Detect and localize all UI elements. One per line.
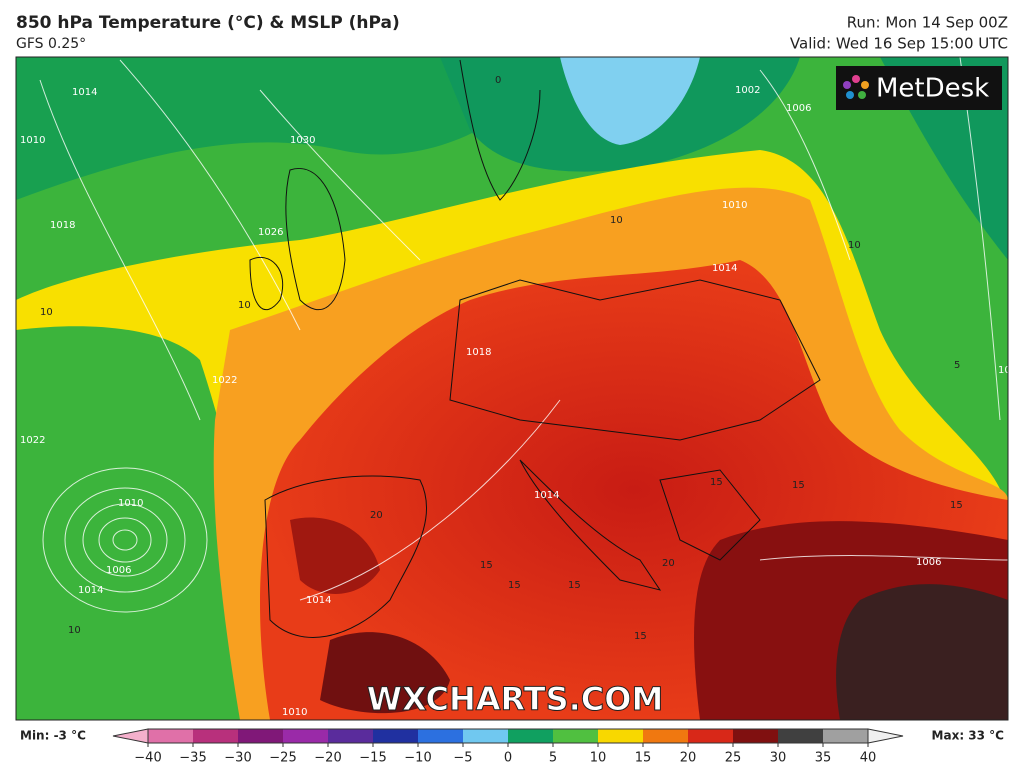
temp-label: 10	[68, 625, 81, 636]
isobars	[39, 57, 1008, 613]
colorbar-tick-label: −5	[453, 751, 472, 766]
temp-label: 10	[40, 307, 53, 318]
isobar-label: 1006	[106, 565, 131, 576]
isobar-label: 1002	[735, 85, 760, 96]
isobar-label: 1010	[282, 707, 307, 718]
temp-label: 15	[508, 580, 521, 591]
temp-label: 15	[950, 500, 963, 511]
isobar-label: 1022	[212, 375, 237, 386]
isobar-label: 1006	[786, 103, 811, 114]
isobar-label: 1014	[306, 595, 331, 606]
temp-label: 0	[495, 75, 501, 86]
colorbar-tick-label: −40	[134, 751, 161, 766]
min-label: Min: -3 °C	[20, 729, 86, 743]
title: 850 hPa Temperature (°C) & MSLP (hPa)	[16, 13, 400, 33]
colorbar: −40 −35 −30 −25 −20 −15 −10 −5 0 5 10 15 20 25 30 35 40	[112, 728, 904, 766]
borders	[249, 59, 821, 638]
temp-label: 15	[792, 480, 805, 491]
temp-label: 15	[480, 560, 493, 571]
isobar-label: 1014	[534, 490, 559, 501]
colorbar-tick-label: 30	[770, 751, 787, 766]
colorbar-segment	[418, 729, 464, 743]
isobar-label: 1014	[72, 87, 97, 98]
colorbar-segment	[733, 729, 779, 743]
colorbar-segment	[238, 729, 284, 743]
colorbar-segment	[148, 729, 194, 743]
temp-field	[836, 584, 1008, 720]
isobar-label: 1014	[712, 263, 737, 274]
colorbar-segment	[688, 729, 734, 743]
valid-time: Valid: Wed 16 Sep 15:00 UTC	[790, 35, 1008, 53]
colorbar-segment	[643, 729, 689, 743]
colorbar-tick-label: −25	[269, 751, 296, 766]
max-label: Max: 33 °C	[932, 729, 1005, 743]
temp-label: 15	[634, 631, 647, 642]
colorbar-segment	[373, 729, 419, 743]
isobar-label: 1030	[290, 135, 315, 146]
brand-logo	[843, 75, 869, 99]
colorbar-tick-label: 20	[680, 751, 697, 766]
colorbar-tick-label: −20	[314, 751, 341, 766]
colorbar-segment	[553, 729, 599, 743]
isobar-label: 1022	[20, 435, 45, 446]
temp-field	[290, 517, 380, 594]
temp-label: 5	[954, 360, 960, 371]
colorbar-tick-label: −15	[359, 751, 386, 766]
temp-label: 15	[710, 477, 723, 488]
colorbar-segment	[328, 729, 374, 743]
temp-label: 15	[568, 580, 581, 591]
colorbar-tick-label: 10	[590, 751, 607, 766]
isobar-label: 1018	[998, 365, 1023, 376]
isobar-label: 1014	[78, 585, 103, 596]
colorbar-segment	[283, 729, 329, 743]
temp-label: 20	[662, 558, 675, 569]
colorbar-segment	[463, 729, 509, 743]
temp-label: 10	[238, 300, 251, 311]
map: 1014 1030 1018 1026 1010 1022 1010 1006 …	[16, 57, 1023, 720]
temp-field	[560, 57, 700, 145]
watermark: WXCHARTS.COM	[367, 680, 664, 718]
colorbar-segment	[598, 729, 644, 743]
temp-label: 20	[370, 510, 383, 521]
colorbar-segment	[193, 729, 239, 743]
colorbar-tick-label: 40	[860, 751, 877, 766]
temp-field	[16, 57, 560, 200]
isobar-label: 1026	[258, 227, 283, 238]
colorbar-tick-label: 15	[635, 751, 652, 766]
colorbar-tick-label: −35	[179, 751, 206, 766]
temp-label: 10	[848, 240, 861, 251]
subtitle: GFS 0.25°	[16, 36, 86, 52]
colorbar-tick-label: −30	[224, 751, 251, 766]
temp-field	[320, 632, 450, 714]
brand: MetDesk	[876, 74, 989, 104]
temp-label: 10	[610, 215, 623, 226]
colorbar-tick-label: 35	[815, 751, 832, 766]
run-time: Run: Mon 14 Sep 00Z	[847, 14, 1008, 32]
map-frame	[15, 56, 1009, 721]
colorbar-segment	[823, 729, 869, 743]
colorbar-tick-label: 25	[725, 751, 742, 766]
isobar-label: 1010	[20, 135, 45, 146]
isobar-label: 1010	[118, 498, 143, 509]
colorbar-tick-label: 0	[504, 751, 512, 766]
colorbar-arrow-right	[867, 728, 904, 744]
isobar-label: 1006	[916, 557, 941, 568]
colorbar-segment	[778, 729, 824, 743]
isobar-label: 1018	[50, 220, 75, 231]
colorbar-tick-label: −10	[404, 751, 431, 766]
isobar-label: 1010	[722, 200, 747, 211]
isobar-label: 1018	[466, 347, 491, 358]
colorbar-arrow-left	[112, 728, 149, 744]
colorbar-tick-label: 5	[549, 751, 557, 766]
colorbar-segment	[508, 729, 554, 743]
